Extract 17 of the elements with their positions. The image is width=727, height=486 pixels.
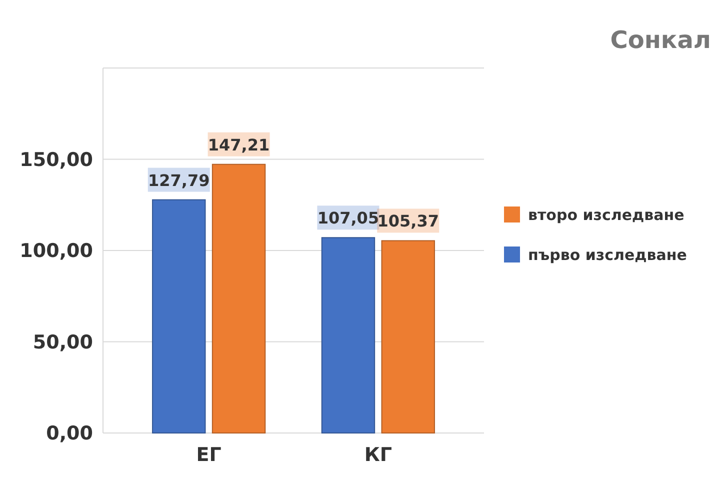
y-tick-label: 0,00 [46, 422, 93, 445]
legend-label: първо изследване [528, 246, 687, 264]
data-label: 147,21 [208, 135, 270, 154]
y-tick-label: 150,00 [20, 148, 93, 171]
x-tick-label: КГ [364, 444, 392, 466]
legend-label: второ изследване [528, 206, 684, 224]
bar [212, 164, 266, 434]
bar [152, 199, 206, 434]
data-label: 127,79 [148, 170, 210, 190]
data-label: 107,05 [317, 208, 380, 228]
bar [381, 240, 435, 434]
bar [321, 237, 376, 434]
text: Сонкал [610, 26, 711, 54]
y-tick-label: 100,00 [20, 240, 93, 262]
y-tick-label: 50,00 [32, 331, 93, 354]
x-tick-label: ЕГ [196, 444, 222, 466]
data-label: 105,37 [377, 212, 439, 231]
